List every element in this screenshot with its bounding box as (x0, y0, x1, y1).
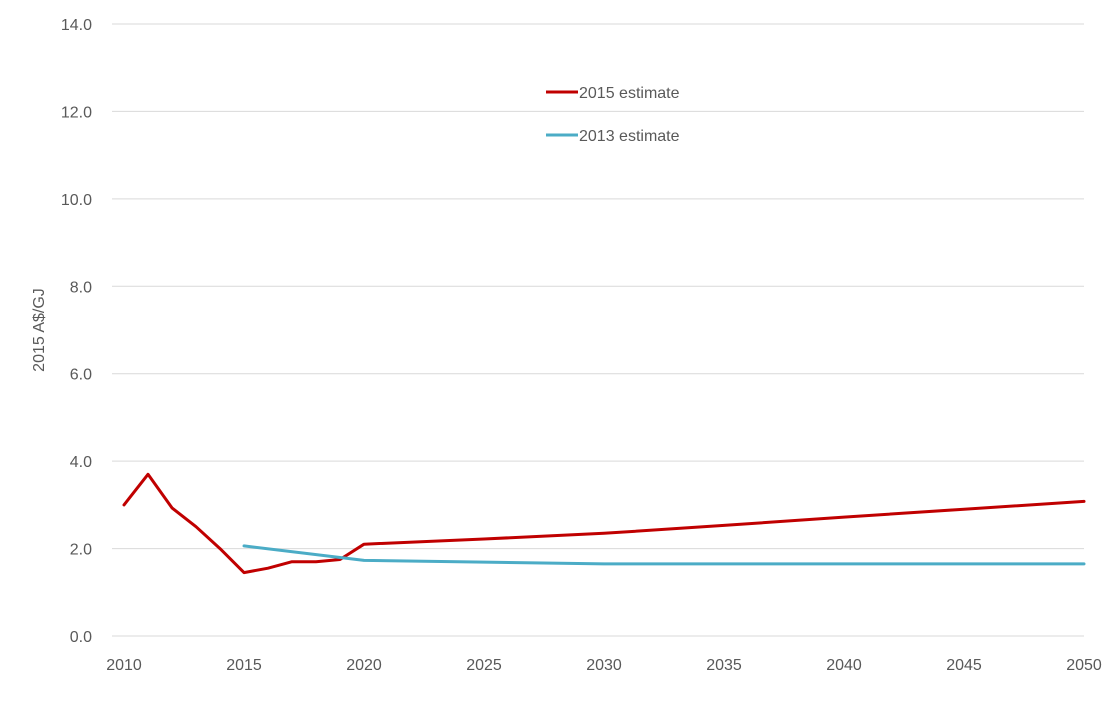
x-tick-labels: 2010 2015 2020 2025 2030 2035 2040 2045 2050 (106, 657, 1102, 674)
series-line-2 (242, 544, 1086, 566)
x-tick-label: 2015 (226, 657, 262, 674)
series-lines (122, 472, 1086, 575)
x-tick-label: 2045 (946, 657, 982, 674)
legend-item: 2015 estimate (546, 85, 680, 102)
x-tick-label: 2010 (106, 657, 142, 674)
x-tick-label: 2040 (826, 657, 862, 674)
y-tick-labels: 0.0 2.0 4.0 6.0 8.0 10.0 12.0 14.0 (61, 17, 92, 646)
legend-label: 2013 estimate (579, 128, 680, 145)
series-line-1 (122, 472, 1086, 575)
y-tick-label: 10.0 (61, 192, 92, 209)
y-tick-label: 8.0 (70, 279, 92, 296)
x-tick-label: 2030 (586, 657, 622, 674)
legend-label: 2015 estimate (579, 85, 680, 102)
y-tick-label: 12.0 (61, 104, 92, 121)
legend-item: 2013 estimate (546, 128, 680, 145)
x-tick-label: 2050 (1066, 657, 1102, 674)
x-tick-label: 2020 (346, 657, 382, 674)
y-tick-label: 14.0 (61, 17, 92, 34)
y-tick-label: 0.0 (70, 629, 92, 646)
y-tick-label: 4.0 (70, 454, 92, 471)
y-tick-label: 2.0 (70, 542, 92, 559)
y-axis-title: 2015 A$/GJ (31, 288, 48, 372)
legend: 2015 estimate 2013 estimate (546, 85, 680, 145)
x-tick-label: 2035 (706, 657, 742, 674)
x-tick-label: 2025 (466, 657, 502, 674)
gridlines (112, 23, 1084, 637)
y-tick-label: 6.0 (70, 367, 92, 384)
